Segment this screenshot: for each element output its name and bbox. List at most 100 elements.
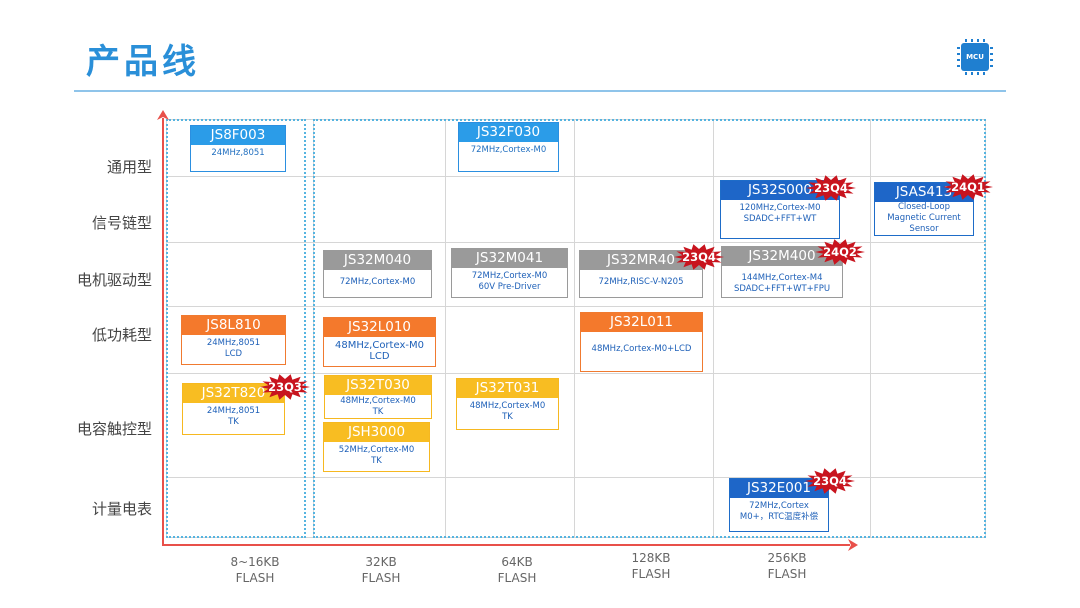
grid-row-line xyxy=(166,477,986,478)
grid-row-line xyxy=(166,306,986,307)
chip-name: JS32S000 xyxy=(721,181,839,200)
chip-desc: 48MHz,Cortex-M0+LCD xyxy=(591,344,692,354)
starburst-icon xyxy=(806,175,856,201)
chip-desc: 144MHz,Cortex-M4 SDADC+FFT+WT+FPU xyxy=(733,273,831,294)
chip-name: JS32M040 xyxy=(324,251,431,270)
chip-card-js32t030[interactable]: JS32T030 48MHz,Cortex-M0 TK xyxy=(324,375,432,419)
col-unit: FLASH xyxy=(631,567,671,581)
chip-name: JSH3000 xyxy=(324,423,429,442)
grid-col-line xyxy=(445,119,446,538)
chip-desc: 52MHz,Cortex-M0 TK xyxy=(338,445,415,466)
chip-name: JS32T030 xyxy=(325,376,431,395)
starburst-icon xyxy=(815,239,865,265)
chip-desc: 72MHz,Cortex M0+，RTC温度补偿 xyxy=(739,501,819,522)
grid-row-line xyxy=(166,176,986,177)
starburst-icon xyxy=(805,468,855,494)
chip-desc: 24MHz,8051 LCD xyxy=(206,338,261,359)
release-badge-text: 23Q4 xyxy=(682,250,716,264)
col-label-8-16kb: 8~16KB FLASH xyxy=(200,554,310,586)
col-label-256kb: 256KB FLASH xyxy=(732,550,842,582)
chip-card-js32s000[interactable]: JS32S000 120MHz,Cortex-M0 SDADC+FFT+WT xyxy=(720,180,840,239)
release-badge-text: 24Q2 xyxy=(823,245,857,259)
chip-card-js8f003[interactable]: JS8F003 24MHz,8051 xyxy=(190,125,286,172)
chip-name: JS32M041 xyxy=(452,249,567,268)
chip-name: JS32T820 xyxy=(183,384,284,403)
chip-desc: 24MHz,8051 xyxy=(211,148,265,158)
row-label-motor-drive: 电机驱动型 xyxy=(76,271,152,289)
chip-name: JS32T031 xyxy=(457,379,558,398)
y-axis xyxy=(162,118,164,545)
chip-card-js32m041[interactable]: JS32M041 72MHz,Cortex-M0 60V Pre-Driver xyxy=(451,248,568,298)
title-divider xyxy=(74,90,1006,92)
chip-desc: 24MHz,8051 TK xyxy=(206,406,261,427)
release-badge-text: 23Q4 xyxy=(814,181,848,195)
chip-desc: 48MHz,Cortex-M0 LCD xyxy=(335,340,424,362)
page-title: 产品线 xyxy=(86,42,200,82)
col-size: 128KB xyxy=(631,551,671,565)
chip-name: JS32L010 xyxy=(324,318,435,337)
starburst-icon xyxy=(943,174,993,200)
chip-card-js32m040[interactable]: JS32M040 72MHz,Cortex-M0 xyxy=(323,250,432,298)
starburst-icon xyxy=(260,374,310,400)
col-label-64kb: 64KB FLASH xyxy=(462,554,572,586)
chip-card-js32e001[interactable]: JS32E001 72MHz,Cortex M0+，RTC温度补偿 xyxy=(729,478,829,532)
chip-card-js32l011[interactable]: JS32L011 48MHz,Cortex-M0+LCD xyxy=(580,312,703,372)
starburst-icon xyxy=(674,244,724,270)
release-badge-text: 24Q1 xyxy=(951,180,985,194)
chip-desc: Closed-Loop Magnetic Current Sensor xyxy=(887,202,961,234)
chip-name: JS32MR40 xyxy=(580,251,702,270)
chip-desc: 48MHz,Cortex-M0 TK xyxy=(340,396,416,417)
chip-desc: 120MHz,Cortex-M0 SDADC+FFT+WT xyxy=(739,203,821,224)
chip-desc: 72MHz,Cortex-M0 60V Pre-Driver xyxy=(471,271,548,292)
chip-card-js32t031[interactable]: JS32T031 48MHz,Cortex-M0 TK xyxy=(456,378,559,430)
mcu-logo-text: MCU xyxy=(966,53,984,61)
x-axis-arrow-icon xyxy=(848,539,858,551)
col-unit: FLASH xyxy=(497,571,537,585)
release-badge-jsas413: 24Q1 xyxy=(943,174,993,200)
grid-col-line xyxy=(713,119,714,538)
col-size: 8~16KB xyxy=(230,555,280,569)
chip-card-js8l810[interactable]: JS8L810 24MHz,8051 LCD xyxy=(181,315,286,365)
col-size: 32KB xyxy=(365,555,397,569)
y-axis-arrow-icon xyxy=(157,110,169,120)
row-label-metering: 计量电表 xyxy=(91,500,152,518)
chip-name: JS8L810 xyxy=(182,316,285,335)
row-label-signal-chain: 信号链型 xyxy=(91,214,152,232)
col-unit: FLASH xyxy=(361,571,401,585)
chip-name: JS32E001 xyxy=(730,479,828,498)
grid-col-line xyxy=(574,119,575,538)
chip-desc: 48MHz,Cortex-M0 TK xyxy=(469,401,546,422)
chip-card-jsh3000[interactable]: JSH3000 52MHz,Cortex-M0 TK xyxy=(323,422,430,472)
release-badge-js32mr40: 23Q4 xyxy=(674,244,724,270)
release-badge-js32s000: 23Q4 xyxy=(806,175,856,201)
chip-name: JS32M400 xyxy=(722,247,842,266)
row-label-touch: 电容触控型 xyxy=(76,420,152,438)
chip-card-js32l010[interactable]: JS32L010 48MHz,Cortex-M0 LCD xyxy=(323,317,436,367)
release-badge-text: 23Q4 xyxy=(813,474,847,488)
col-size: 64KB xyxy=(501,555,533,569)
chip-card-jsas413[interactable]: JSAS413 Closed-Loop Magnetic Current Sens… xyxy=(874,182,974,236)
col-size: 256KB xyxy=(767,551,807,565)
chip-card-js32f030[interactable]: JS32F030 72MHz,Cortex-M0 xyxy=(458,122,559,172)
release-badge-js32e001: 23Q4 xyxy=(805,468,855,494)
release-badge-js32m400: 24Q2 xyxy=(815,239,865,265)
col-unit: FLASH xyxy=(235,571,275,585)
col-label-128kb: 128KB FLASH xyxy=(596,550,706,582)
small-flash-region xyxy=(166,119,306,538)
row-label-general: 通用型 xyxy=(106,158,152,176)
chip-name: JS32F030 xyxy=(459,123,558,142)
grid-row-line xyxy=(166,242,986,243)
release-badge-js32t820: 23Q3 xyxy=(260,374,310,400)
chip-desc: 72MHz,Cortex-M0 xyxy=(339,277,416,287)
chip-name: JS32L011 xyxy=(581,313,702,332)
grid-col-line xyxy=(870,119,871,538)
chip-desc: 72MHz,RISC-V-N205 xyxy=(598,277,684,287)
mcu-chip-icon: MCU xyxy=(957,39,993,75)
grid-row-line xyxy=(166,373,986,374)
x-axis xyxy=(162,544,850,546)
release-badge-text: 23Q3 xyxy=(268,380,302,394)
large-flash-region xyxy=(313,119,986,538)
chip-name: JS8F003 xyxy=(191,126,285,145)
col-unit: FLASH xyxy=(767,567,807,581)
col-label-32kb: 32KB FLASH xyxy=(326,554,436,586)
